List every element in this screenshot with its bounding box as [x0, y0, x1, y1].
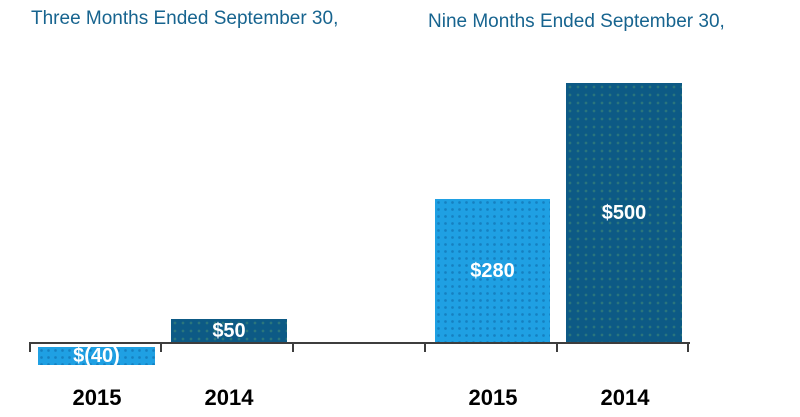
bar-three-months-2014: $50 [171, 319, 287, 343]
axis-tick [556, 342, 558, 352]
axis-tick [160, 342, 162, 352]
axis-tick [687, 342, 689, 352]
bar-value-label-nine-months-2014: $500 [601, 202, 647, 224]
category-label-nine-months-2014: 2014 [600, 385, 650, 410]
x-axis-line [29, 342, 690, 344]
bar-nine-months-2014: $500 [566, 83, 682, 343]
bar-value-label-three-months-2015: $(40) [73, 345, 120, 367]
axis-tick [29, 342, 31, 352]
bar-three-months-2015: $(40) [38, 345, 155, 367]
category-label-nine-months-2015: 2015 [468, 385, 518, 410]
chart-title-nine-months: Nine Months Ended September 30, [428, 11, 725, 32]
category-label-three-months-2015: 2015 [72, 385, 122, 410]
bar-nine-months-2015: $280 [435, 199, 550, 343]
chart-title-three-months: Three Months Ended September 30, [31, 8, 339, 29]
bar-value-label-three-months-2014: $50 [212, 320, 246, 342]
bar-value-label-nine-months-2015: $280 [470, 260, 515, 282]
axis-tick [292, 342, 294, 352]
axis-tick [424, 342, 426, 352]
category-label-three-months-2014: 2014 [204, 385, 254, 410]
